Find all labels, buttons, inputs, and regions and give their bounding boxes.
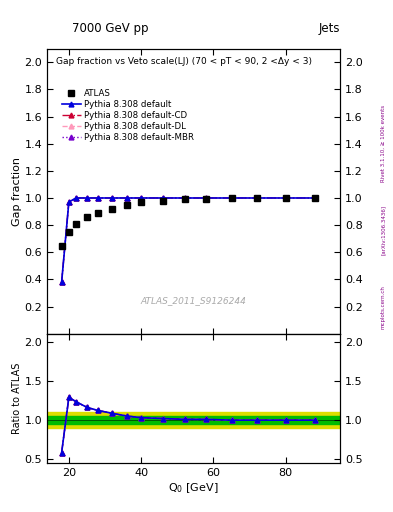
Bar xyxy=(47,416,340,424)
Y-axis label: Ratio to ATLAS: Ratio to ATLAS xyxy=(12,363,22,434)
Text: 7000 GeV pp: 7000 GeV pp xyxy=(72,22,148,35)
Text: Jets: Jets xyxy=(318,22,340,35)
X-axis label: Q$_0$ [GeV]: Q$_0$ [GeV] xyxy=(168,481,219,495)
Text: Rivet 3.1.10, ≥ 100k events: Rivet 3.1.10, ≥ 100k events xyxy=(381,105,386,182)
Y-axis label: Gap fraction: Gap fraction xyxy=(12,157,22,226)
Text: [arXiv:1306.3436]: [arXiv:1306.3436] xyxy=(381,205,386,255)
Text: mcplots.cern.ch: mcplots.cern.ch xyxy=(381,285,386,329)
Text: ATLAS_2011_S9126244: ATLAS_2011_S9126244 xyxy=(141,296,246,305)
Text: Gap fraction vs Veto scale(LJ) (70 < pT < 90, 2 <Δy < 3): Gap fraction vs Veto scale(LJ) (70 < pT … xyxy=(56,57,312,66)
Legend: ATLAS, Pythia 8.308 default, Pythia 8.308 default-CD, Pythia 8.308 default-DL, P: ATLAS, Pythia 8.308 default, Pythia 8.30… xyxy=(60,87,196,144)
Bar xyxy=(47,412,340,428)
